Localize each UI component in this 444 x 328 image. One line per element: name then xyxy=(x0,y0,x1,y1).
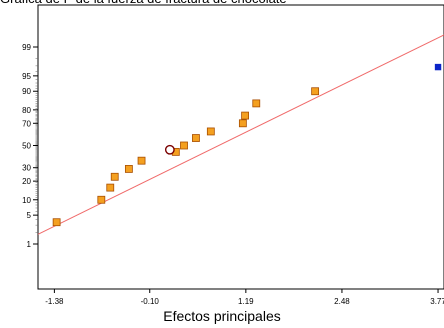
y-tick-label: 90 xyxy=(22,87,31,96)
x-tick-label: 2.48 xyxy=(334,297,350,306)
chart-title: Gráfica de P de la fuerza de fractura de… xyxy=(0,0,444,11)
y-tick-label: 50 xyxy=(22,142,31,151)
x-tick-label: 1.19 xyxy=(238,297,254,306)
highlighted-point xyxy=(164,144,175,155)
data-point xyxy=(52,218,61,227)
y-tick-label: 70 xyxy=(22,119,31,128)
x-tick-label: -1.38 xyxy=(45,297,64,306)
x-tick-label: 3.77 xyxy=(430,297,444,306)
x-axis-label: Efectos principales xyxy=(163,308,281,324)
data-point xyxy=(124,165,133,173)
data-point xyxy=(311,87,320,96)
y-tick-label: 99 xyxy=(22,43,31,52)
y-tick-label: 5 xyxy=(27,211,32,220)
data-point xyxy=(238,119,247,128)
data-point xyxy=(180,141,188,150)
plot-frame xyxy=(37,4,444,290)
data-point xyxy=(241,111,249,120)
y-tick-label: 30 xyxy=(22,164,31,173)
y-tick-label: 1 xyxy=(27,240,32,249)
data-point xyxy=(206,127,215,136)
data-point xyxy=(106,183,115,192)
data-point xyxy=(97,195,106,204)
data-point xyxy=(192,134,200,142)
y-tick-label: 10 xyxy=(22,196,31,205)
data-point xyxy=(252,99,261,108)
data-point xyxy=(110,172,119,181)
fit-line xyxy=(37,34,444,235)
data-point xyxy=(137,156,146,165)
y-tick-label: 20 xyxy=(22,177,31,186)
x-tick-label: -0.10 xyxy=(141,297,160,306)
outlier-point xyxy=(434,63,442,71)
y-tick-label: 80 xyxy=(22,106,31,115)
y-tick-label: 95 xyxy=(22,72,31,81)
